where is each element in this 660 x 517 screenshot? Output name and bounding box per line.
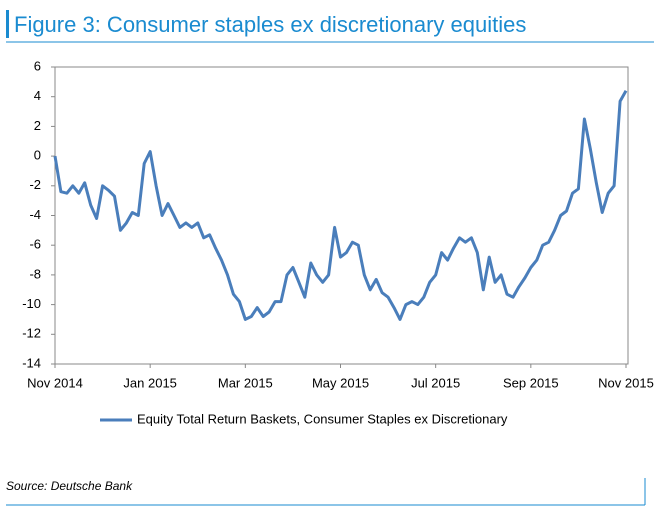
y-tick-label: -10: [22, 296, 41, 311]
x-tick-label: Jan 2015: [123, 375, 177, 390]
legend-label: Equity Total Return Baskets, Consumer St…: [137, 411, 508, 426]
y-tick-label: -12: [22, 326, 41, 341]
y-tick-label: 2: [34, 118, 41, 133]
x-tick-label: Mar 2015: [218, 375, 273, 390]
plot-frame: [54, 66, 629, 365]
x-tick-label: Nov 2015: [598, 375, 654, 390]
x-tick-label: May 2015: [312, 375, 369, 390]
chart-title: Figure 3: Consumer staples ex discretion…: [14, 12, 526, 37]
x-tick-label: Sep 2015: [503, 375, 559, 390]
title-bar: [6, 10, 9, 38]
source: Source: Deutsche Bank: [6, 479, 133, 493]
y-tick-label: -6: [29, 237, 41, 252]
x-tick-label: Nov 2014: [27, 375, 83, 390]
y-tick-label: -4: [29, 207, 41, 222]
y-tick-label: 0: [34, 148, 41, 163]
y-tick-label: 6: [34, 58, 41, 73]
y-tick-label: -8: [29, 266, 41, 281]
x-tick-label: Jul 2015: [411, 375, 460, 390]
y-tick-label: 4: [34, 88, 41, 103]
y-tick-label: -2: [29, 177, 41, 192]
y-tick-label: -14: [22, 355, 41, 370]
line: [53, 90, 628, 321]
